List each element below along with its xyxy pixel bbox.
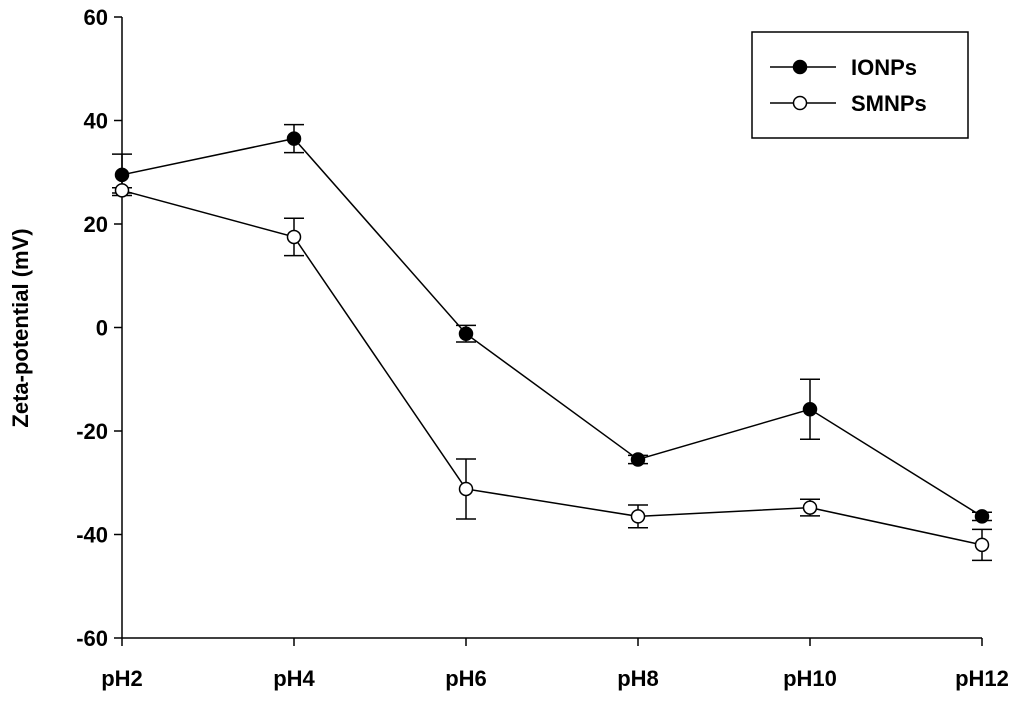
data-point-smnps	[286, 229, 302, 245]
y-tick-label: 60	[84, 5, 108, 30]
legend-label-smnps: SMNPs	[851, 91, 927, 116]
y-tick-label: -20	[76, 419, 108, 444]
series-layer	[112, 123, 992, 562]
y-tick-label: 20	[84, 212, 108, 237]
series-smnps	[112, 183, 992, 562]
legend-marker-smnps	[792, 95, 808, 111]
x-tick-label: pH12	[955, 666, 1009, 691]
data-point-ionps	[286, 131, 302, 146]
data-point-ionps	[114, 167, 130, 183]
data-point-ionps	[802, 402, 818, 417]
data-point-smnps	[114, 183, 130, 198]
series-line-smnps	[121, 189, 983, 546]
y-tick-label: 40	[84, 109, 108, 134]
data-point-smnps	[802, 500, 818, 515]
x-tick-label: pH4	[273, 666, 315, 691]
data-point-smnps	[458, 481, 474, 497]
legend-marker-ionps	[792, 59, 808, 75]
x-tick-label: pH2	[101, 666, 143, 691]
y-axis-title: Zeta-potential (mV)	[8, 228, 33, 427]
x-tick-label: pH10	[783, 666, 837, 691]
y-tick-label: -40	[76, 523, 108, 548]
data-point-smnps	[630, 509, 646, 524]
legend-box	[751, 31, 969, 139]
data-point-smnps	[974, 537, 990, 553]
data-point-ionps	[630, 452, 646, 467]
series-line-ionps	[121, 137, 983, 518]
legend: IONPs SMNPs	[751, 31, 969, 139]
data-point-ionps	[458, 326, 474, 341]
x-tick-label: pH6	[445, 666, 487, 691]
series-ionps	[112, 123, 992, 524]
x-tick-label: pH8	[617, 666, 659, 691]
y-tick-label: 0	[96, 316, 108, 341]
legend-label-ionps: IONPs	[851, 55, 917, 80]
data-point-ionps	[974, 509, 990, 524]
y-tick-label: -60	[76, 626, 108, 651]
axes: -60 -40 -20 0 20 40 60 pH2 pH4 pH6 pH8 pH10 pH12	[76, 5, 1009, 691]
